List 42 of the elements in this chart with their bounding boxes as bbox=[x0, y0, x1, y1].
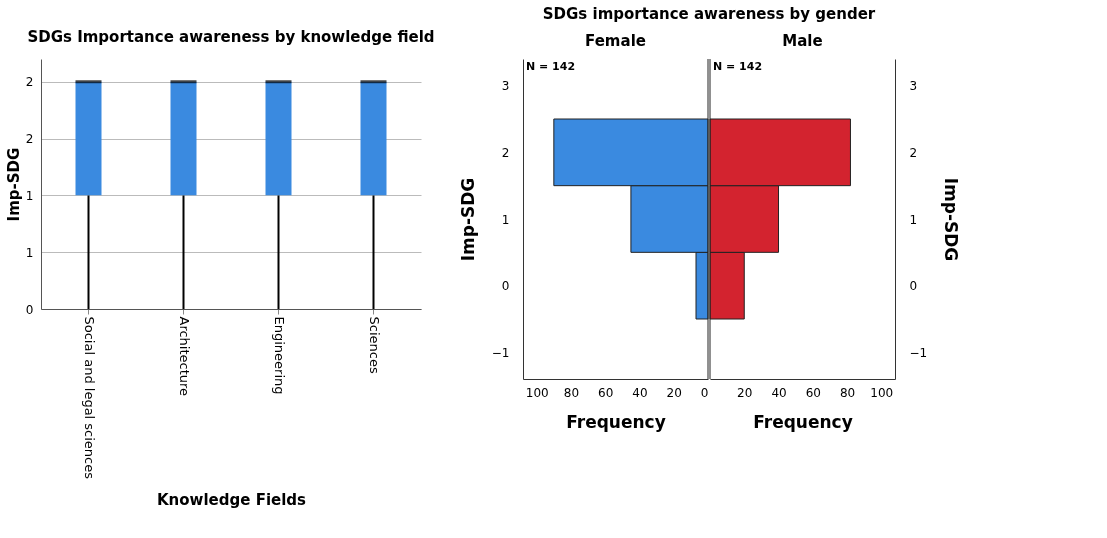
annotation: N = 142 bbox=[713, 60, 763, 73]
y-tick-label: −1 bbox=[491, 345, 510, 360]
chart-subtitle: Female bbox=[585, 31, 646, 50]
x-tick-label: 40 bbox=[632, 385, 648, 400]
y-tick-label: 1 bbox=[25, 245, 34, 260]
y-axis-title: Imp-SDG bbox=[4, 147, 23, 222]
y-tick-label: 3 bbox=[501, 79, 510, 94]
y-tick-label: 0 bbox=[25, 302, 34, 317]
y-tick-label: 3 bbox=[909, 79, 918, 94]
x-tick-label: 80 bbox=[563, 385, 580, 400]
y-tick-label: 2 bbox=[501, 145, 510, 160]
x-tick-label: 100 bbox=[525, 385, 549, 400]
y-tick-label: 2 bbox=[909, 145, 918, 160]
y-tick-label: 1 bbox=[501, 212, 510, 227]
y-tick-label: 1 bbox=[909, 212, 918, 227]
y-tick-label: 2 bbox=[25, 132, 34, 147]
y-tick-label: 0 bbox=[909, 279, 918, 294]
x-tick-label: 80 bbox=[839, 385, 856, 400]
y-axis-title: Imp-SDG bbox=[457, 177, 478, 262]
y-axis-title: Imp-SDG bbox=[941, 177, 962, 262]
annotation: N = 142 bbox=[526, 60, 576, 73]
x-axis-title: Frequency bbox=[566, 411, 666, 432]
x-tick-label: Social and legal sciences bbox=[81, 316, 97, 480]
x-tick-label: Sciences bbox=[366, 316, 382, 374]
y-tick-label: 0 bbox=[501, 279, 510, 294]
x-tick-label: 20 bbox=[666, 385, 682, 400]
x-tick-label: 60 bbox=[805, 385, 821, 400]
chart-title: SDGs importance awareness by gender bbox=[542, 4, 876, 23]
chart-subtitle: Male bbox=[782, 31, 823, 50]
y-tick-label: −1 bbox=[909, 345, 928, 360]
x-tick-label: 60 bbox=[598, 385, 614, 400]
y-tick-label: 2 bbox=[25, 75, 34, 90]
x-tick-label: Engineering bbox=[271, 316, 287, 395]
x-axis-title: Knowledge Fields bbox=[156, 491, 307, 510]
x-tick-label: 40 bbox=[771, 385, 787, 400]
x-tick-label: 20 bbox=[737, 385, 753, 400]
x-tick-label: 100 bbox=[870, 385, 894, 400]
y-tick-label: 1 bbox=[25, 188, 34, 203]
chart-title: SDGs Importance awareness by knowledge field bbox=[27, 28, 435, 46]
x-axis-title: Frequency bbox=[753, 411, 853, 432]
x-tick-label: Architecture bbox=[176, 316, 192, 397]
x-tick-label: 0 bbox=[700, 385, 709, 400]
